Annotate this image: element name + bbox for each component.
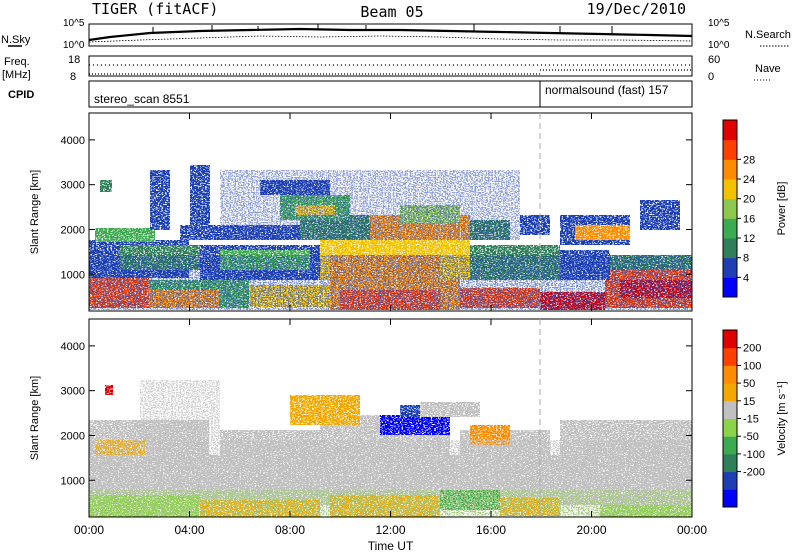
power-ytick-label: 1000 [61,269,85,281]
power-colorbar-segment [723,179,737,200]
freq-unit: [MHz] [2,69,31,81]
nave-tick-max: 60 [708,54,720,66]
nsearch-trace [88,35,693,43]
cpid-panel: CPID stereo_scan 8551 normalsound (fast)… [8,80,693,108]
velocity-ylabel: Slant Range [km] [29,376,41,460]
velocity-colorbar-label: 200 [743,343,761,355]
xtick-label: 16:00 [476,523,506,537]
plot-title: TIGER (fitACF) [92,0,218,18]
velocity-colorbar-segment [723,330,737,349]
power-colorbar-frame [722,119,738,298]
power-colorbar-segment [723,198,737,219]
velocity-colorbar-segment [723,365,737,384]
power-colorbar-title: Power [dB] [776,182,788,236]
power-ytick-label: 4000 [61,135,85,147]
nave-tick-min: 0 [708,71,714,83]
nsky-spikes [152,24,613,34]
power-colorbar-segment [723,159,737,180]
velocity-ytick-label: 1000 [61,475,85,487]
power-colorbar-segment [723,139,737,160]
nsky-tick-max: 10^5 [63,18,85,29]
power-colorbar-segment [723,277,737,298]
power-ytick-label: 3000 [61,180,85,192]
power-colorbar-segment [723,257,737,278]
xtick-label: 08:00 [275,523,305,537]
velocity-colorbar-segment [723,471,737,490]
nsearch-tick-min: 10^0 [708,40,730,51]
xlabel: Time UT [368,539,414,553]
nave-label: Nave [755,63,781,75]
power-ytick-label: 2000 [61,224,85,236]
power-colorbar-label: 20 [743,194,755,206]
xtick-label: 12:00 [375,523,405,537]
velocity-image [89,380,692,517]
freq-label: Freq. [4,56,30,68]
power-ylabel: Slant Range [km] [29,170,41,254]
power-colorbar-label: 12 [743,233,755,245]
velocity-colorbar-segment [723,453,737,473]
freq-tick-max: 18 [68,54,80,66]
cpid-label: CPID [8,89,34,101]
power-colorbar-segment [723,120,737,141]
nsky-tick-min: 10^0 [63,40,85,51]
velocity-colorbar-segment [723,400,737,419]
cpid-segment-2: normalsound (fast) 157 [545,83,669,97]
power-panel [88,112,693,312]
power-colorbar-label: 28 [743,154,755,166]
power-colorbar-label: 8 [743,253,749,265]
nsky-label: N.Sky [1,34,31,46]
power-colorbar-label: 4 [743,272,749,284]
velocity-colorbar-label: -50 [743,431,759,443]
velocity-colorbar-segment [723,418,737,437]
velocity-colorbar-segment [723,347,737,366]
velocity-panel [88,318,693,518]
velocity-ytick-label: 2000 [61,430,85,442]
velocity-colorbar-segment [723,436,737,455]
power-colorbar-label: 24 [743,174,755,186]
nsky-trace [88,27,693,42]
velocity-colorbar-label: -200 [743,467,765,479]
power-image [89,165,692,310]
beam-label: Beam 05 [360,3,423,21]
power-colorbar-label: 16 [743,213,755,225]
velocity-colorbar-label: 50 [743,378,755,390]
power-colorbar-segment [723,238,737,259]
nsky-panel: N.Sky 10^5 10^0 10^5 10^0 N.Search [1,18,791,51]
velocity-colorbar-label: -100 [743,449,765,461]
power-colorbar-segment [723,218,737,239]
xtick-label: 04:00 [174,523,204,537]
date-label: 19/Dec/2010 [587,0,686,18]
xtick-label: 00:00 [677,523,707,537]
velocity-colorbar-label: 100 [743,360,761,372]
velocity-ytick-label: 3000 [61,386,85,398]
velocity-colorbar-label: 15 [743,396,755,408]
nsearch-tick-max: 10^5 [708,18,730,29]
velocity-colorbar-segment [723,489,737,508]
xtick-label: 00:00 [74,523,104,537]
velocity-colorbar-label: -15 [743,414,759,426]
freq-tick-min: 8 [70,71,76,83]
velocity-colorbar-title: Velocity [m s⁻¹] [776,381,788,455]
freq-panel: Freq. [MHz] 18 8 60 0 Nave [2,54,781,83]
nsearch-label: N.Search [745,29,791,41]
xtick-label: 20:00 [576,523,606,537]
velocity-colorbar-segment [723,383,737,402]
velocity-ytick-label: 4000 [61,341,85,353]
cpid-segment-1: stereo_scan 8551 [94,92,190,106]
